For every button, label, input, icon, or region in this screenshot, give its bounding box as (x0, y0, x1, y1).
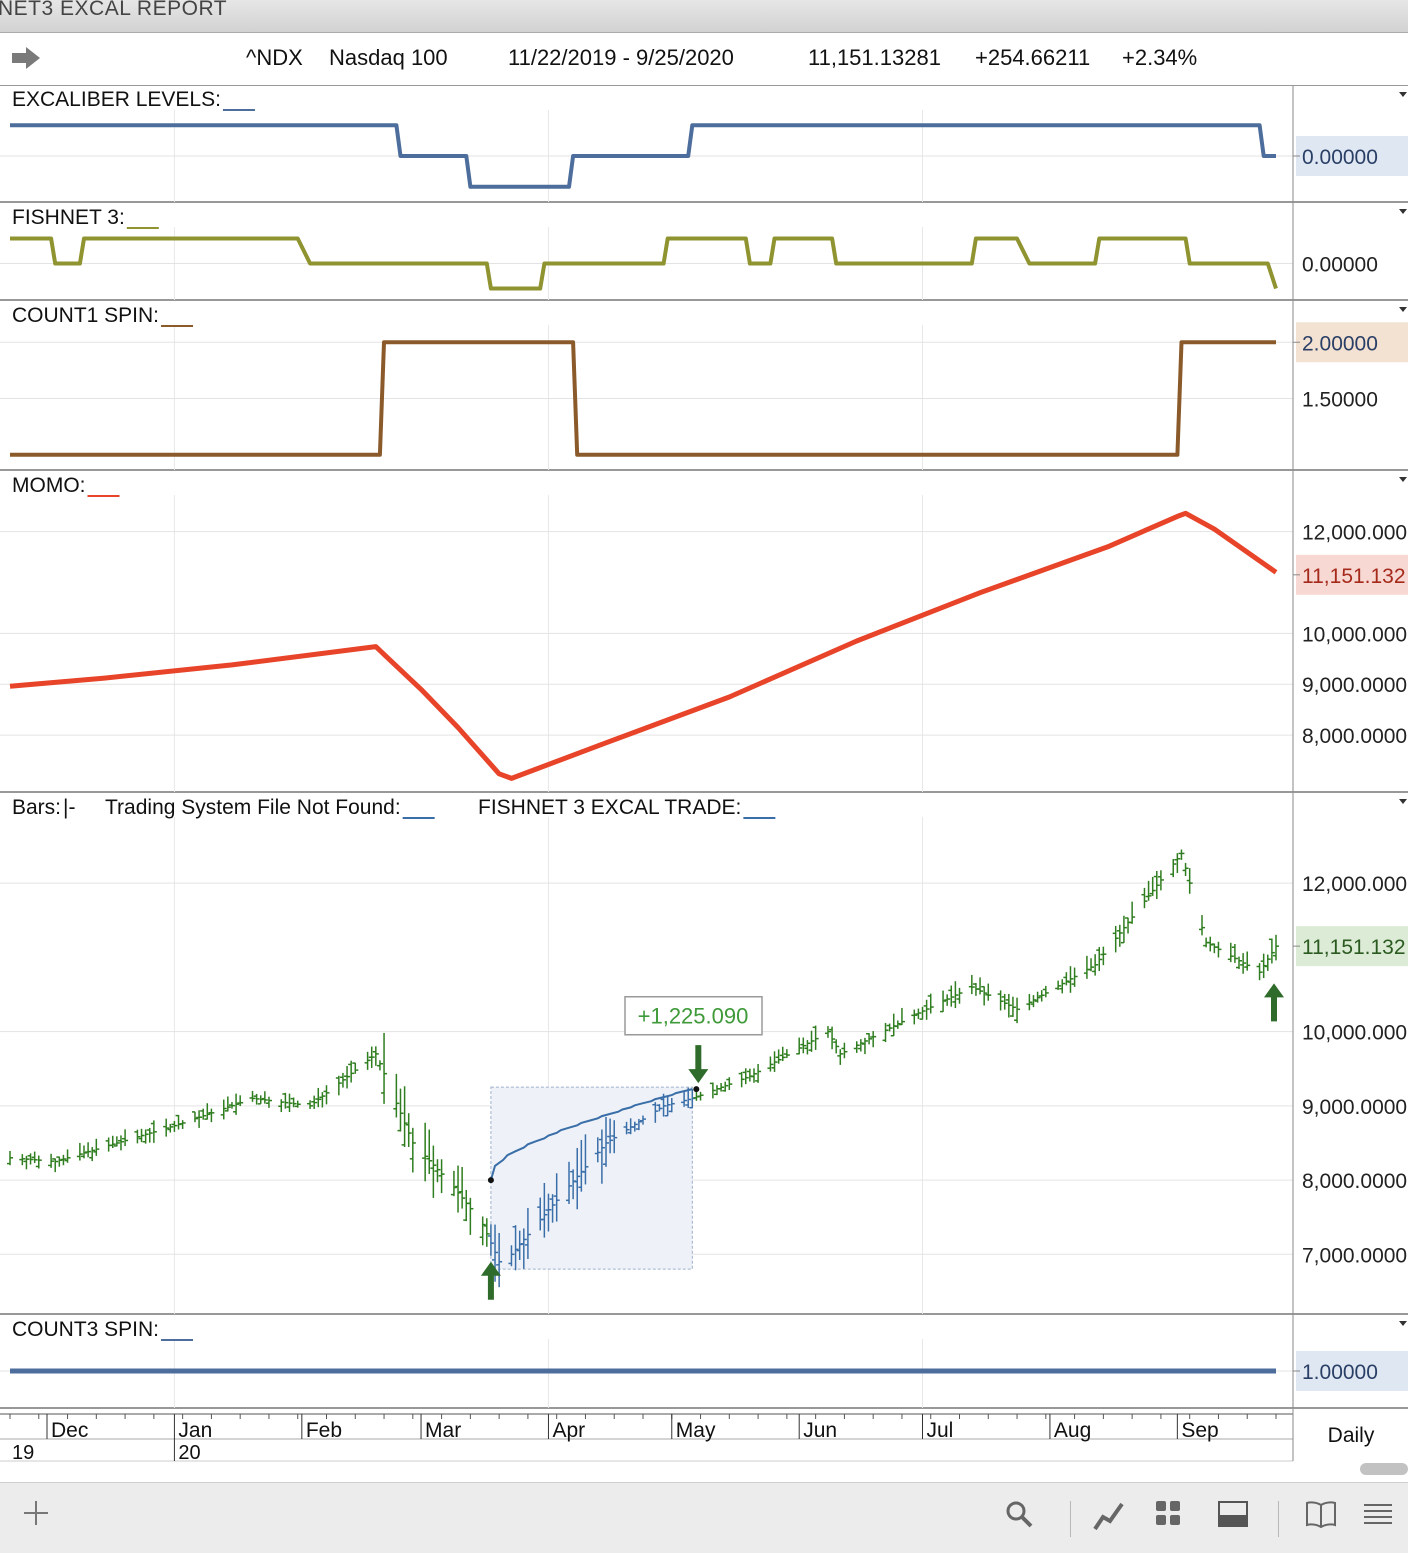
x-tick-label: Feb (306, 1419, 342, 1442)
trade-profit-box (624, 995, 763, 1036)
panel-title: EXCALIBER LEVELS: (12, 88, 221, 111)
forward-arrow-icon[interactable] (10, 45, 42, 71)
trade-profit-label: +1,225.090 (638, 1004, 749, 1029)
menu-icon[interactable] (1362, 1499, 1394, 1529)
panel-title: FISHNET 3: (12, 206, 125, 229)
dropdown-icon (1399, 307, 1407, 312)
horizontal-scrollbar[interactable] (1360, 1463, 1408, 1475)
symbol-name: Nasdaq 100 (329, 45, 448, 70)
y-tick-label: 8,000.0000 (1302, 725, 1407, 748)
chart-line-icon[interactable] (1092, 1499, 1126, 1533)
x-tick-label: Dec (51, 1419, 88, 1442)
toolbar-separator (1070, 1501, 1071, 1537)
x-tick-label: Apr (552, 1419, 585, 1442)
x-tick-label: Aug (1054, 1419, 1091, 1442)
bar-style-glyph: |- (63, 796, 75, 819)
last-price: 11,151.13281 (808, 45, 941, 70)
last-value-box (1296, 926, 1408, 967)
panel-title: MOMO: (12, 474, 86, 497)
series-line (9, 510, 1278, 781)
y-tick-label: 9,000.0000 (1302, 1096, 1407, 1119)
x-tick-label: Jul (927, 1419, 954, 1442)
legend-item: Trading System File Not Found: (105, 796, 401, 819)
panel-icon[interactable] (1217, 1499, 1249, 1529)
x-tick-label: May (676, 1419, 716, 1442)
trade-entry-point (487, 1177, 494, 1184)
y-tick-label: 10,000.000 (1302, 1022, 1407, 1045)
trade-line (489, 1088, 693, 1181)
x-tick-label: Jun (803, 1419, 837, 1442)
period-selector[interactable]: Daily (1327, 1424, 1375, 1447)
panel-title: COUNT3 SPIN: (12, 1318, 159, 1341)
trade-box (490, 1086, 693, 1270)
last-value-label: 0.00000 (1302, 146, 1378, 169)
y-tick-label: 0.00000 (1302, 254, 1378, 277)
grid-icon[interactable] (1154, 1499, 1182, 1527)
buy-signal-arrow (480, 1261, 501, 1300)
search-icon[interactable] (1004, 1499, 1034, 1529)
legend-item: FISHNET 3 EXCAL TRADE: (478, 796, 741, 819)
toolbar-separator (1278, 1501, 1279, 1537)
dropdown-icon (1399, 1321, 1407, 1326)
panel-title: COUNT1 SPIN: (12, 304, 159, 327)
price-change-percent: +2.34% (1122, 45, 1198, 70)
window-title-bar: NET3 EXCAL REPORT (0, 0, 1408, 33)
x-tick-label: Sep (1181, 1419, 1218, 1442)
dropdown-icon (1399, 799, 1407, 804)
trade-exit-point (693, 1086, 700, 1093)
y-tick-label: 7,000.0000 (1302, 1244, 1407, 1267)
symbol-ticker: ^NDX (246, 45, 303, 70)
series-line (10, 236, 1278, 291)
last-value-label: 2.00000 (1302, 332, 1378, 355)
last-value-box (1296, 136, 1408, 176)
dropdown-icon (1399, 209, 1407, 214)
book-icon[interactable] (1304, 1499, 1338, 1529)
window-title: NET3 EXCAL REPORT (0, 0, 228, 20)
y-tick-label: 8,000.0000 (1302, 1170, 1407, 1193)
last-value-box (1296, 322, 1408, 363)
last-value-label: 11,151.132 (1302, 565, 1406, 588)
symbol-bar: ^NDX Nasdaq 100 11/22/2019 - 9/25/2020 1… (0, 33, 1408, 86)
x-year-label: 20 (178, 1442, 200, 1462)
last-value-box (1296, 554, 1408, 595)
bottom-toolbar (0, 1482, 1408, 1553)
chart-area[interactable]: 0.000000.000000.000001.500002.000002.000… (0, 86, 1408, 1462)
x-tick-label: Jan (178, 1419, 212, 1442)
x-tick-label: Mar (425, 1419, 461, 1442)
last-value-label: 1.00000 (1302, 1361, 1378, 1384)
last-value-box (1296, 1351, 1408, 1391)
date-range: 11/22/2019 - 9/25/2020 (508, 45, 734, 70)
dropdown-icon (1399, 477, 1407, 482)
sell-signal-arrow (688, 1045, 709, 1084)
y-tick-label: 9,000.0000 (1302, 674, 1407, 697)
y-tick-label: 10,000.000 (1302, 623, 1407, 646)
last-value-label: 11,151.132 (1302, 936, 1406, 959)
series-line (10, 123, 1276, 189)
dropdown-icon (1399, 92, 1407, 97)
y-tick-label: 12,000.000 (1302, 873, 1407, 896)
panel-title: Bars: (12, 796, 61, 819)
series-line (10, 340, 1276, 457)
price-change: +254.66211 (975, 45, 1091, 70)
y-tick-label: 12,000.000 (1302, 522, 1407, 545)
buy-signal-arrow (1264, 983, 1284, 1022)
plus-icon[interactable] (22, 1499, 50, 1527)
y-tick-label: 1.50000 (1302, 389, 1378, 412)
x-year-label: 19 (12, 1442, 34, 1462)
